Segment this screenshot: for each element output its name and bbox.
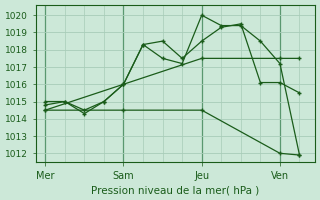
X-axis label: Pression niveau de la mer( hPa ): Pression niveau de la mer( hPa ) xyxy=(91,185,260,195)
